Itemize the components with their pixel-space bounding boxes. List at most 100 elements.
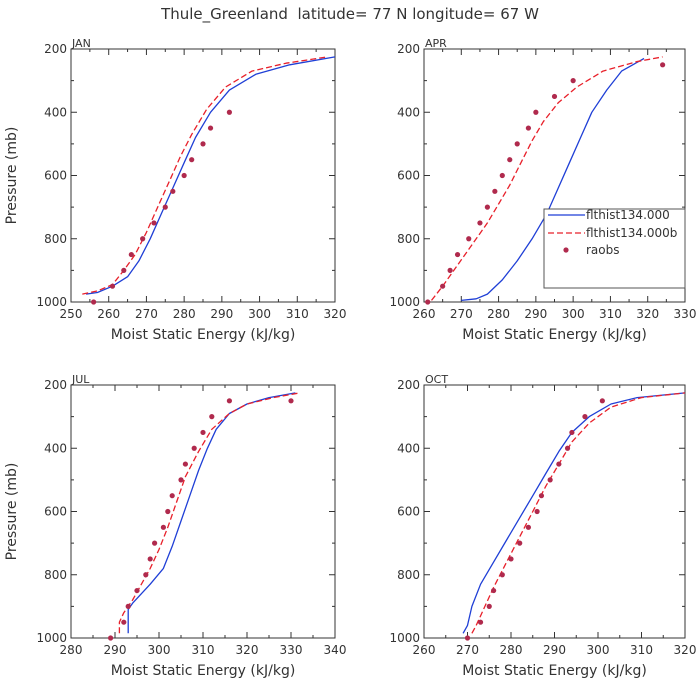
figure-title: Thule_Greenland latitude= 77 N longitude… <box>160 5 539 24</box>
y-tick-label: 800 <box>44 568 67 582</box>
series-raobs <box>464 398 605 641</box>
raobs-point <box>564 445 571 451</box>
raobs-point <box>134 587 140 594</box>
legend-label-flthist134-000b: flthist134.000b <box>586 226 677 240</box>
y-tick-label: 400 <box>397 441 420 455</box>
raobs-point <box>491 587 497 594</box>
y-axis-label: Pressure (mb) <box>4 463 20 561</box>
raobs-point <box>477 619 484 625</box>
series-flthist134-000b-line <box>430 56 663 301</box>
x-tick-label: 300 <box>562 307 585 321</box>
x-tick-label: 290 <box>210 307 233 321</box>
x-tick-label: 270 <box>456 643 479 657</box>
raobs-point <box>109 283 116 289</box>
raobs-point <box>447 267 453 273</box>
x-tick-label: 290 <box>524 307 547 321</box>
raobs-point <box>121 267 127 273</box>
raobs-point <box>108 635 114 641</box>
y-tick-label: 400 <box>44 105 67 119</box>
series-flthist134-000b-line <box>471 392 686 634</box>
panel-label: OCT <box>425 373 448 386</box>
raobs-point <box>170 188 176 194</box>
raobs-point <box>200 429 206 436</box>
x-tick-label: 280 <box>60 643 83 657</box>
x-tick-label: 310 <box>630 643 653 657</box>
x-tick-label: 310 <box>192 643 215 657</box>
raobs-point <box>525 125 532 131</box>
raobs-point <box>128 251 134 258</box>
raobs-point <box>207 125 214 131</box>
raobs-point <box>517 540 523 546</box>
panels: JAN 250 260 270 280 290 300 310 320 200 400 600 800 1… <box>4 37 696 679</box>
x-tick-label: 300 <box>587 643 610 657</box>
plot-frame <box>70 48 336 303</box>
x-tick-label: 300 <box>248 307 271 321</box>
y-tick-label: 1000 <box>389 631 420 645</box>
x-tick-label: 280 <box>500 643 523 657</box>
x-tick-label: 280 <box>487 307 510 321</box>
x-tick-label: 250 <box>60 307 83 321</box>
y-tick-label: 1000 <box>36 295 67 309</box>
y-tick-label: 600 <box>397 169 420 183</box>
raobs-point <box>466 236 472 242</box>
raobs-point <box>514 141 520 147</box>
panel-label: JAN <box>71 37 91 50</box>
y-tick-label: 1000 <box>389 295 420 309</box>
raobs-point <box>508 556 514 562</box>
raobs-point <box>492 188 498 194</box>
raobs-point <box>570 78 576 84</box>
x-tick-label: 270 <box>135 307 158 321</box>
y-tick-label: 800 <box>397 568 420 582</box>
y-tick-label: 800 <box>44 232 67 246</box>
x-tick-label: 320 <box>636 307 659 321</box>
y-tick-label: 200 <box>397 378 420 392</box>
raobs-point <box>425 299 431 305</box>
x-tick-label: 260 <box>97 307 120 321</box>
panel-jul: JUL 280 290 300 310 320 330 340 200 400 600 800 1000… <box>4 373 346 679</box>
raobs-point <box>121 619 127 625</box>
raobs-point <box>169 493 175 499</box>
panel-apr: APR 260 270 280 290 300 310 320 330 200 400 600 800 1… <box>389 37 696 343</box>
series-flthist134-000b-line <box>118 392 300 634</box>
raobs-point <box>125 603 131 609</box>
x-tick-label: 260 <box>413 643 436 657</box>
legend-label-flthist134-000: flthist134.000 <box>586 208 670 222</box>
raobs-point <box>525 524 532 530</box>
x-tick-label: 290 <box>104 643 127 657</box>
raobs-point <box>534 508 540 515</box>
raobs-point <box>91 299 97 305</box>
y-tick-label: 200 <box>44 378 67 392</box>
series-flthist134-000-line <box>461 57 645 302</box>
legend-label-raobs: raobs <box>586 243 620 257</box>
raobs-point <box>484 204 490 210</box>
series-flthist134-000-line <box>86 56 336 295</box>
panel-jan: JAN 250 260 270 280 290 300 310 320 200 400 600 800 1… <box>4 37 346 343</box>
raobs-point <box>533 109 539 115</box>
y-tick-label: 400 <box>397 105 420 119</box>
raobs-point <box>556 461 562 467</box>
raobs-point <box>551 93 558 100</box>
raobs-point <box>165 508 171 515</box>
raobs-point <box>162 204 168 210</box>
y-tick-label: 600 <box>44 169 67 183</box>
y-tick-label: 600 <box>44 505 67 519</box>
raobs-point <box>226 109 232 115</box>
plot-frame <box>70 384 336 639</box>
x-axis-label: Moist Static Energy (kJ/kg) <box>111 327 296 343</box>
y-tick-label: 1000 <box>36 631 67 645</box>
raobs-point <box>147 556 153 562</box>
series-raobs <box>91 109 232 305</box>
raobs-point <box>499 572 505 578</box>
raobs-point <box>181 172 187 179</box>
legend: flthist134.000 flthist134.000b raobs <box>543 208 686 289</box>
raobs-point <box>189 157 195 163</box>
raobs-point <box>660 62 666 68</box>
y-tick-label: 800 <box>397 232 420 246</box>
x-tick-label: 340 <box>324 643 347 657</box>
raobs-point <box>151 220 157 226</box>
x-tick-label: 290 <box>543 643 566 657</box>
raobs-point <box>209 414 215 420</box>
raobs-point <box>200 141 206 147</box>
series-flthist134-000-line <box>462 392 686 634</box>
